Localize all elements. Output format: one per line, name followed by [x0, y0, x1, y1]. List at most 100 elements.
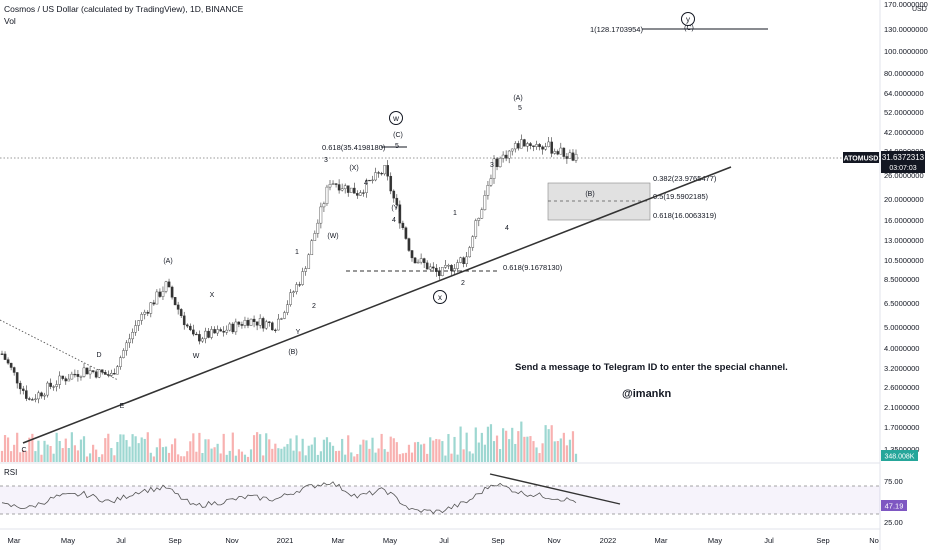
volume-bar — [550, 425, 553, 462]
volume-bar — [149, 452, 152, 462]
candle-body — [468, 247, 472, 258]
volume-bar — [313, 437, 316, 462]
volume-bar — [517, 431, 520, 462]
candle-body — [125, 342, 128, 351]
volume-bar — [383, 449, 386, 462]
candle-body — [389, 175, 393, 192]
volume-bar — [489, 424, 493, 462]
support-trendline[interactable] — [22, 166, 732, 444]
candle-body — [316, 222, 320, 234]
time-tick: 2022 — [600, 536, 617, 545]
price-tick: 3.2000000 — [884, 364, 919, 373]
candle-body — [55, 384, 58, 387]
volume-bar — [377, 448, 380, 462]
candle-body — [450, 265, 453, 272]
candle-body — [0, 353, 4, 355]
volume-bar — [374, 452, 377, 462]
rsi-label: RSI — [4, 468, 17, 477]
price-axis[interactable]: USD 170.0000000 130.0000000 100.0000000 80.… — [884, 0, 928, 454]
volume-bar — [498, 449, 502, 462]
candle-body — [465, 256, 468, 265]
candle-body — [486, 185, 490, 196]
price-tick: 20.0000000 — [884, 195, 924, 204]
volume-bar — [237, 449, 240, 462]
candle-body — [158, 291, 162, 297]
volume-bar — [304, 455, 307, 462]
time-tick: Jul — [439, 536, 449, 545]
candle-body — [520, 139, 523, 149]
telegram-message: Send a message to Telegram ID to enter t… — [515, 362, 788, 373]
volume-bar — [502, 428, 505, 462]
wave-label: 3 — [490, 162, 494, 169]
candle-body — [152, 302, 156, 305]
volume-bar — [277, 448, 280, 462]
volume-bar — [416, 441, 420, 462]
candle-body — [307, 254, 311, 269]
candle-body — [258, 318, 262, 326]
candle-body — [559, 147, 563, 155]
volume-bar — [307, 445, 310, 462]
wave-label: (C) — [684, 25, 694, 32]
volume-bar — [40, 454, 43, 462]
volume-bars — [0, 421, 578, 462]
volume-bar — [167, 452, 171, 462]
volume-bar — [365, 440, 368, 462]
symbol-tag-text: ATOMUSD — [844, 156, 879, 163]
candle-body — [544, 146, 547, 150]
candle-body — [243, 320, 247, 326]
candle-body — [185, 324, 189, 327]
rsi-band — [0, 486, 880, 514]
candle-body — [82, 367, 86, 377]
candle-body — [510, 148, 514, 152]
candle-body — [295, 284, 298, 292]
volume-bar — [34, 451, 37, 462]
candle-body — [274, 329, 277, 331]
candle-body — [119, 357, 122, 367]
time-tick: May — [708, 536, 722, 545]
volume-bar — [113, 455, 116, 462]
volume-bar — [55, 432, 58, 462]
candle-body — [113, 373, 116, 375]
rsi-current-value: 47.19 — [885, 502, 904, 511]
candle-body — [207, 330, 210, 338]
candle-body — [356, 193, 359, 196]
candle-body — [79, 376, 83, 378]
volume-bar — [298, 451, 301, 462]
volume-bar — [192, 433, 195, 462]
volume-bar — [495, 435, 499, 462]
candle-body — [325, 186, 329, 204]
wave-label: Y — [296, 329, 301, 336]
volume-bar — [107, 433, 110, 462]
price-tick: 170.0000000 — [884, 0, 928, 9]
volume-bar — [511, 427, 514, 462]
price-tick: 80.0000000 — [884, 69, 924, 78]
price-tick: 42.0000000 — [884, 128, 924, 137]
volume-bar — [61, 448, 64, 462]
volume-bar — [271, 448, 274, 462]
fib-top-label: 1(128.1703954) — [590, 25, 643, 34]
volume-bar — [477, 442, 480, 462]
candle-body — [131, 332, 134, 340]
candle-body — [301, 271, 304, 285]
candle-body — [328, 184, 332, 188]
volume-bar — [222, 433, 225, 462]
wave-label: 3 — [324, 157, 328, 164]
volume-bar — [143, 438, 146, 462]
candle-body — [213, 329, 216, 334]
price-tick: 1.7000000 — [884, 423, 919, 432]
volume-bar — [137, 443, 140, 462]
volume-bar — [180, 456, 183, 462]
candle-body — [410, 250, 414, 259]
candle-body — [565, 156, 569, 159]
candle-body — [504, 154, 508, 159]
volume-bar — [553, 441, 556, 462]
candle-body — [523, 139, 526, 147]
time-tick: Jul — [764, 536, 774, 545]
volume-bar — [289, 438, 292, 462]
candle-body — [40, 392, 43, 397]
time-axis[interactable]: Mar May Jul Sep Nov 2021 Mar May Jul Sep Nov 2022 Ma… — [8, 536, 879, 545]
time-tick: 2021 — [277, 536, 294, 545]
candle-body — [128, 338, 131, 344]
wave-label: (A) — [513, 95, 522, 102]
